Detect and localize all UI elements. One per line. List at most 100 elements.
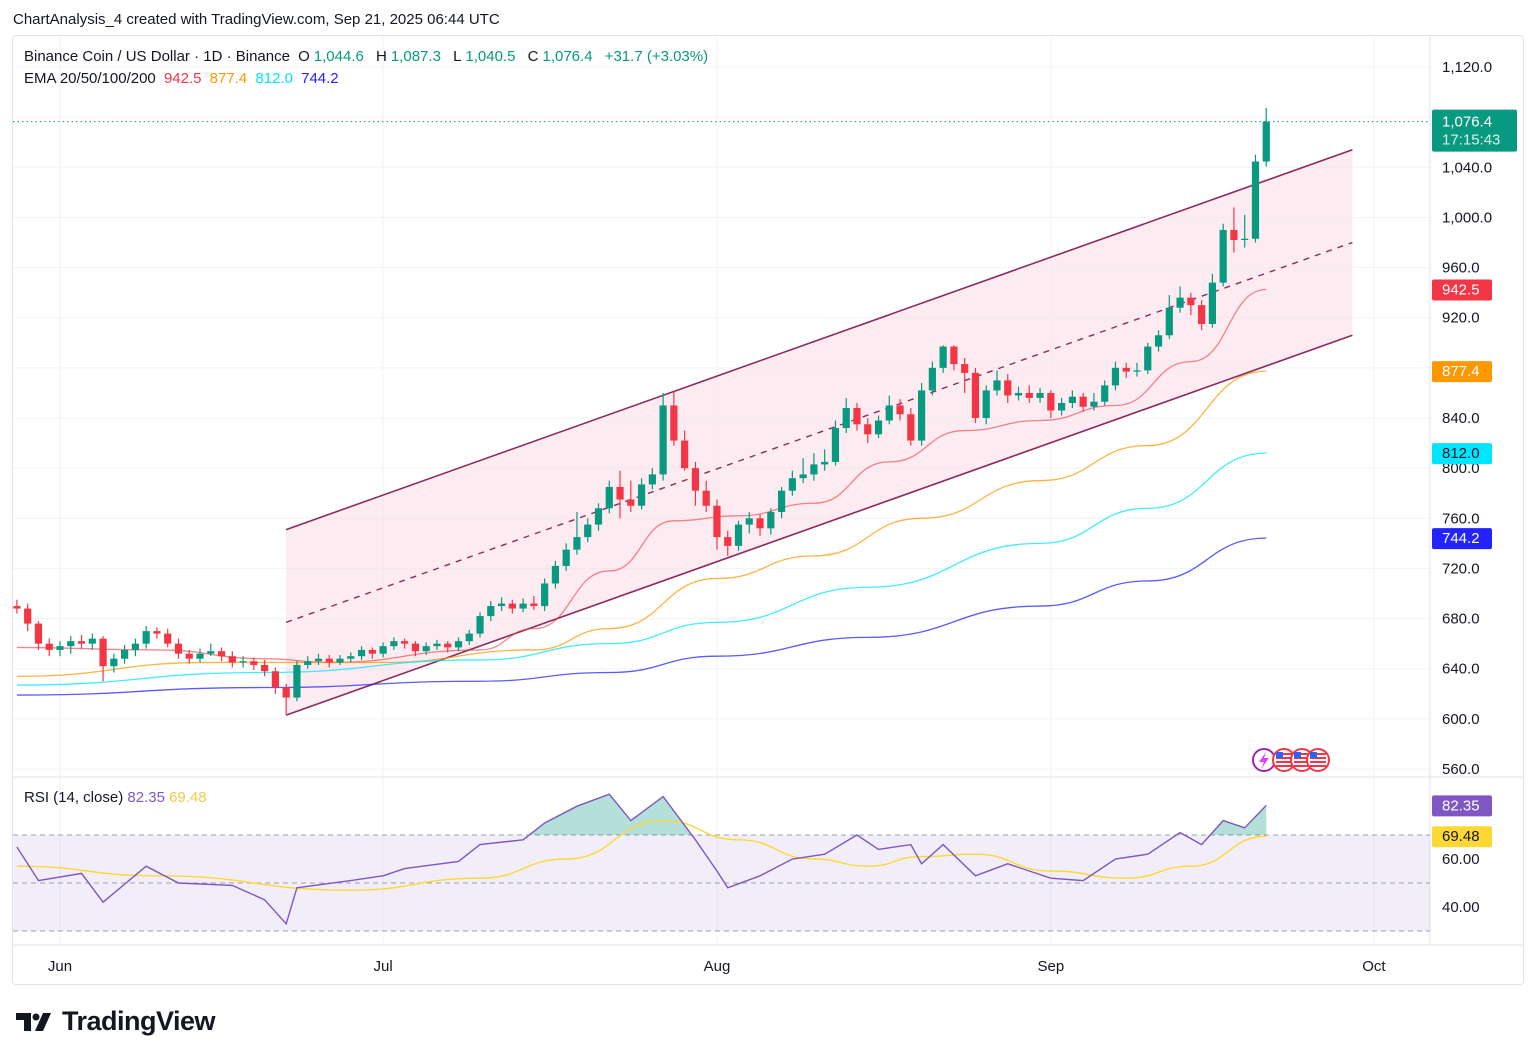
candle bbox=[982, 385, 990, 425]
candle bbox=[573, 512, 581, 555]
price-axis-label: 1,000.0 bbox=[1442, 209, 1492, 226]
flag-stripe bbox=[1276, 753, 1292, 755]
candle-body bbox=[476, 616, 484, 634]
candle bbox=[734, 520, 743, 551]
flag-canton bbox=[1310, 752, 1317, 758]
candle-body bbox=[1230, 229, 1238, 240]
candle-body bbox=[1079, 396, 1087, 407]
candle bbox=[756, 514, 764, 536]
us-flag-icon bbox=[1306, 748, 1330, 772]
change-value: +31.7 (+3.03%) bbox=[604, 48, 709, 65]
candle bbox=[131, 638, 139, 657]
candle bbox=[422, 642, 430, 655]
candle bbox=[110, 653, 118, 673]
candle bbox=[13, 599, 21, 614]
candle bbox=[853, 402, 861, 431]
candle bbox=[562, 543, 570, 571]
candle-body bbox=[1219, 229, 1227, 283]
candle bbox=[379, 642, 387, 658]
channel-middle-line bbox=[285, 241, 1353, 624]
rsi-overbought-fill bbox=[16, 794, 1267, 835]
candle-body bbox=[594, 508, 603, 525]
candle-body bbox=[530, 603, 538, 607]
ema-badge-value: 812.0 bbox=[1442, 445, 1480, 462]
candle bbox=[1165, 295, 1173, 340]
candle bbox=[648, 468, 656, 490]
candle-body bbox=[347, 656, 355, 659]
candle bbox=[627, 480, 635, 513]
candle-body bbox=[788, 478, 796, 491]
candle bbox=[476, 612, 484, 638]
flag-stripe bbox=[1294, 753, 1310, 755]
candle bbox=[874, 415, 883, 439]
candle-body bbox=[1187, 297, 1195, 306]
candle-body bbox=[1154, 335, 1163, 347]
time-axis-label: Sep bbox=[1037, 958, 1064, 975]
price-axis-label: 600.0 bbox=[1442, 711, 1480, 728]
candle bbox=[788, 470, 796, 496]
candle bbox=[261, 659, 269, 677]
candle-body bbox=[207, 651, 215, 654]
low-label: L bbox=[453, 48, 462, 65]
candle-body bbox=[982, 390, 990, 419]
candle bbox=[681, 430, 689, 471]
candle bbox=[541, 578, 549, 612]
candle-body bbox=[271, 671, 279, 688]
candle bbox=[896, 399, 904, 421]
chart-caption: ChartAnalysis_4 created with TradingView… bbox=[13, 11, 500, 28]
candle bbox=[691, 461, 700, 506]
candle bbox=[519, 598, 527, 613]
rsi-ma-value: 69.48 bbox=[169, 789, 207, 806]
candle bbox=[336, 654, 344, 665]
candle-body bbox=[282, 687, 290, 698]
candle-body bbox=[616, 486, 624, 500]
candle bbox=[508, 599, 516, 614]
candle-body bbox=[810, 464, 818, 475]
candle-body bbox=[950, 346, 958, 365]
candle bbox=[864, 418, 872, 444]
candle-body bbox=[34, 623, 43, 644]
ema-badge-bg bbox=[1432, 361, 1492, 383]
flag-stripe bbox=[1276, 757, 1292, 759]
candle-body bbox=[799, 474, 807, 479]
candle bbox=[433, 639, 441, 650]
candle-body bbox=[907, 414, 915, 441]
channel-lower-line bbox=[285, 334, 1353, 716]
candle-body bbox=[637, 484, 646, 506]
ema20-line bbox=[16, 288, 1267, 664]
rsi-badge: 82.35 bbox=[1432, 795, 1492, 817]
last-price-badge-bg bbox=[1432, 109, 1517, 152]
candle-body bbox=[1122, 367, 1130, 372]
candle-body bbox=[562, 549, 570, 566]
candle bbox=[99, 636, 107, 682]
candle-body bbox=[508, 603, 516, 609]
candle bbox=[961, 357, 969, 393]
candle-body bbox=[24, 608, 32, 624]
candle-body bbox=[831, 428, 840, 462]
candle bbox=[810, 453, 818, 481]
candle bbox=[368, 647, 376, 659]
candle-body bbox=[454, 641, 463, 648]
ema-badge-bg bbox=[1432, 279, 1492, 301]
ema100-value: 812.0 bbox=[255, 70, 293, 87]
candle-body bbox=[584, 524, 592, 538]
candle-body bbox=[1176, 297, 1184, 308]
candle-body bbox=[734, 524, 743, 546]
candle bbox=[918, 382, 926, 446]
candle-body bbox=[1144, 346, 1152, 371]
candle-body bbox=[433, 643, 441, 647]
tradingview-logo[interactable]: TradingView bbox=[16, 1006, 216, 1037]
candle-body bbox=[1014, 392, 1023, 396]
price-axis-label: 960.0 bbox=[1442, 260, 1480, 277]
ema-price-badge: 942.5 bbox=[1432, 279, 1492, 301]
candle-body bbox=[1133, 370, 1141, 372]
close-label: C bbox=[527, 48, 539, 65]
ema20-value: 942.5 bbox=[163, 70, 202, 87]
candle-body bbox=[497, 603, 506, 607]
candle-body bbox=[1262, 121, 1270, 162]
candle-body bbox=[164, 633, 172, 644]
candle-body bbox=[379, 646, 387, 654]
candle bbox=[228, 651, 236, 668]
flag-stripe bbox=[1276, 761, 1292, 763]
